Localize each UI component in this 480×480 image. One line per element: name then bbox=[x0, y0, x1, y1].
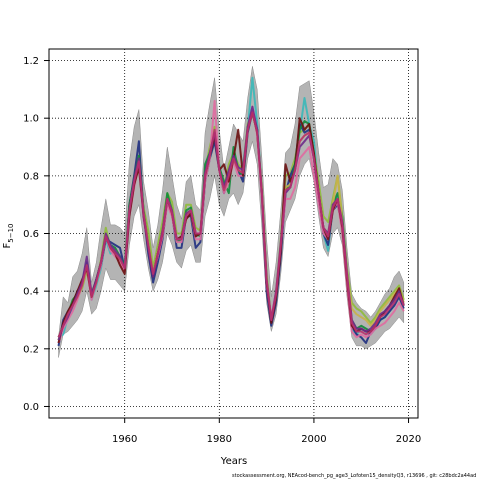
x-axis-title: Years bbox=[220, 456, 247, 467]
y-axis-title-main: F bbox=[2, 243, 13, 249]
footer-credit: stockassessment.org, NEAcod-bench_pg_age… bbox=[232, 473, 477, 479]
y-tick-label: 0.6 bbox=[23, 229, 39, 240]
y-axis: 0.0 0.2 0.4 0.6 0.8 1.0 1.2 bbox=[23, 56, 49, 413]
y-tick-label: 0.4 bbox=[23, 287, 39, 298]
series-line-9 bbox=[57, 111, 405, 338]
x-tick-label: 1980 bbox=[207, 434, 232, 445]
y-tick-label: 0.8 bbox=[23, 171, 39, 182]
x-tick-label: 2020 bbox=[396, 434, 421, 445]
y-tick-label: 1.0 bbox=[23, 114, 39, 125]
x-tick-label: 2000 bbox=[301, 434, 326, 445]
y-tick-label: 1.2 bbox=[23, 56, 39, 67]
x-tick-label: 1960 bbox=[112, 434, 137, 445]
series-lines bbox=[57, 76, 405, 347]
y-tick-label: 0.2 bbox=[23, 344, 39, 355]
y-axis-title: F5−10 bbox=[2, 224, 15, 249]
y-tick-label: 0.0 bbox=[23, 402, 39, 413]
x-axis: 1960 1980 2000 2020 bbox=[112, 418, 421, 445]
y-axis-title-subscript: 5−10 bbox=[7, 224, 15, 243]
